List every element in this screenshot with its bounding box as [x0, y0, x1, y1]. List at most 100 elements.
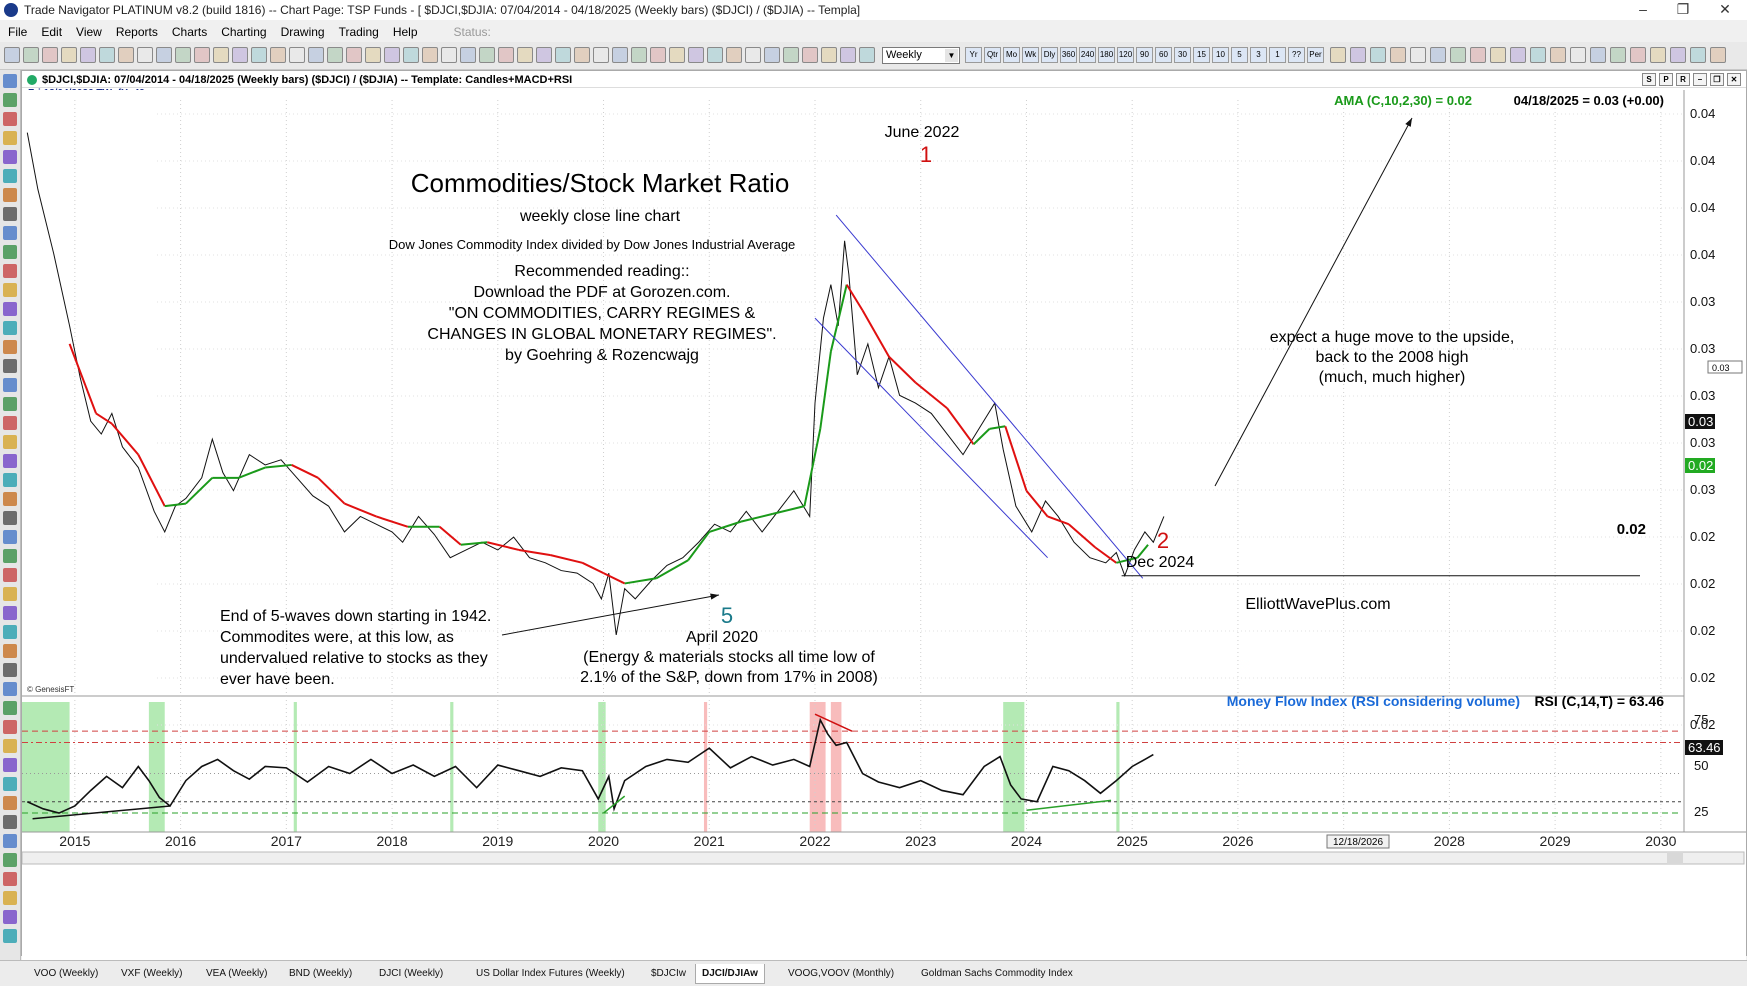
toolbar-tool-icon[interactable]: [118, 47, 134, 63]
drawing-tool-icon[interactable]: [3, 378, 17, 392]
toolbar-tool-icon[interactable]: [1470, 47, 1486, 63]
maximize-button[interactable]: ❐: [1676, 1, 1690, 17]
minimize-button[interactable]: –: [1639, 1, 1647, 17]
drawing-tool-icon[interactable]: [3, 435, 17, 449]
toolbar-tool-icon[interactable]: [80, 47, 96, 63]
toolbar-tool-icon[interactable]: [4, 47, 20, 63]
menu-drawing[interactable]: Drawing: [280, 25, 325, 39]
toolbar-tool-icon[interactable]: [1570, 47, 1586, 63]
drawing-tool-icon[interactable]: [3, 606, 17, 620]
toolbar-tool-icon[interactable]: [650, 47, 666, 63]
toolbar-tool-icon[interactable]: [574, 47, 590, 63]
price-chart[interactable]: Commodities/Stock Market Ratio weekly cl…: [22, 90, 1746, 960]
chart-restore-button[interactable]: ❐: [1710, 73, 1724, 86]
toolbar-tool-icon[interactable]: [631, 47, 647, 63]
toolbar-tool-icon[interactable]: [156, 47, 172, 63]
chart-p-button[interactable]: P: [1659, 73, 1673, 86]
drawing-tool-icon[interactable]: [3, 530, 17, 544]
period-button[interactable]: Mo: [1003, 47, 1020, 63]
toolbar-tool-icon[interactable]: [745, 47, 761, 63]
drawing-tool-icon[interactable]: [3, 587, 17, 601]
drawing-tool-icon[interactable]: [3, 454, 17, 468]
chart-tab[interactable]: VOO (Weekly): [34, 968, 99, 979]
drawing-tool-icon[interactable]: [3, 473, 17, 487]
toolbar-tool-icon[interactable]: [1650, 47, 1666, 63]
toolbar-tool-icon[interactable]: [61, 47, 77, 63]
drawing-tool-icon[interactable]: [3, 226, 17, 240]
close-button[interactable]: ✕: [1719, 1, 1731, 17]
toolbar-tool-icon[interactable]: [1690, 47, 1706, 63]
period-button[interactable]: 5: [1231, 47, 1248, 63]
toolbar-tool-icon[interactable]: [194, 47, 210, 63]
drawing-tool-icon[interactable]: [3, 644, 17, 658]
toolbar-tool-icon[interactable]: [327, 47, 343, 63]
chart-tab[interactable]: VEA (Weekly): [206, 968, 268, 979]
chart-tab[interactable]: VXF (Weekly): [121, 968, 183, 979]
chart-tab[interactable]: US Dollar Index Futures (Weekly): [476, 968, 625, 979]
toolbar-tool-icon[interactable]: [821, 47, 837, 63]
toolbar-tool-icon[interactable]: [802, 47, 818, 63]
drawing-tool-icon[interactable]: [3, 112, 17, 126]
chart-tab[interactable]: BND (Weekly): [289, 968, 353, 979]
toolbar-tool-icon[interactable]: [1370, 47, 1386, 63]
drawing-tool-icon[interactable]: [3, 340, 17, 354]
toolbar-tool-icon[interactable]: [1550, 47, 1566, 63]
drawing-tool-icon[interactable]: [3, 397, 17, 411]
drawing-tool-icon[interactable]: [3, 359, 17, 373]
toolbar-tool-icon[interactable]: [346, 47, 362, 63]
menu-trading[interactable]: Trading: [338, 25, 379, 39]
chart-s-button[interactable]: S: [1642, 73, 1656, 86]
drawing-tool-icon[interactable]: [3, 321, 17, 335]
toolbar-tool-icon[interactable]: [479, 47, 495, 63]
drawing-tool-icon[interactable]: [3, 511, 17, 525]
toolbar-tool-icon[interactable]: [289, 47, 305, 63]
scrollbar-thumb[interactable]: [1667, 852, 1683, 864]
menu-help[interactable]: Help: [392, 25, 418, 39]
drawing-tool-icon[interactable]: [3, 188, 17, 202]
toolbar-tool-icon[interactable]: [669, 47, 685, 63]
toolbar-tool-icon[interactable]: [764, 47, 780, 63]
chart-tab[interactable]: VOOG,VOOV (Monthly): [788, 968, 895, 979]
toolbar-tool-icon[interactable]: [137, 47, 153, 63]
toolbar-tool-icon[interactable]: [1430, 47, 1446, 63]
toolbar-tool-icon[interactable]: [23, 47, 39, 63]
toolbar-tool-icon[interactable]: [1510, 47, 1526, 63]
drawing-tool-icon[interactable]: [3, 701, 17, 715]
toolbar-tool-icon[interactable]: [536, 47, 552, 63]
drawing-tool-icon[interactable]: [3, 891, 17, 905]
drawing-tool-icon[interactable]: [3, 853, 17, 867]
drawing-tool-icon[interactable]: [3, 207, 17, 221]
drawing-tool-icon[interactable]: [3, 93, 17, 107]
period-button[interactable]: Wk: [1022, 47, 1039, 63]
toolbar-tool-icon[interactable]: [460, 47, 476, 63]
period-button[interactable]: Yr: [965, 47, 982, 63]
toolbar-tool-icon[interactable]: [1710, 47, 1726, 63]
chart-tab[interactable]: Goldman Sachs Commodity Index: [921, 968, 1073, 979]
toolbar-tool-icon[interactable]: [612, 47, 628, 63]
menu-reports[interactable]: Reports: [115, 25, 158, 39]
period-button[interactable]: 10: [1212, 47, 1229, 63]
toolbar-tool-icon[interactable]: [99, 47, 115, 63]
toolbar-tool-icon[interactable]: [42, 47, 58, 63]
toolbar-tool-icon[interactable]: [1530, 47, 1546, 63]
drawing-tool-icon[interactable]: [3, 682, 17, 696]
toolbar-tool-icon[interactable]: [365, 47, 381, 63]
menu-view[interactable]: View: [76, 25, 102, 39]
period-button[interactable]: 240: [1079, 47, 1096, 63]
drawing-tool-icon[interactable]: [3, 663, 17, 677]
toolbar-tool-icon[interactable]: [1330, 47, 1346, 63]
period-select[interactable]: Weekly ▼: [882, 47, 960, 64]
period-button[interactable]: 60: [1155, 47, 1172, 63]
toolbar-tool-icon[interactable]: [517, 47, 533, 63]
drawing-tool-icon[interactable]: [3, 815, 17, 829]
toolbar-tool-icon[interactable]: [251, 47, 267, 63]
toolbar-tool-icon[interactable]: [1670, 47, 1686, 63]
chart-close-button[interactable]: ✕: [1727, 73, 1741, 86]
period-button[interactable]: 15: [1193, 47, 1210, 63]
drawing-tool-icon[interactable]: [3, 264, 17, 278]
horizontal-scrollbar[interactable]: [22, 851, 1745, 865]
menu-file[interactable]: File: [8, 25, 28, 39]
drawing-tool-icon[interactable]: [3, 796, 17, 810]
toolbar-tool-icon[interactable]: [1590, 47, 1606, 63]
drawing-tool-icon[interactable]: [3, 777, 17, 791]
